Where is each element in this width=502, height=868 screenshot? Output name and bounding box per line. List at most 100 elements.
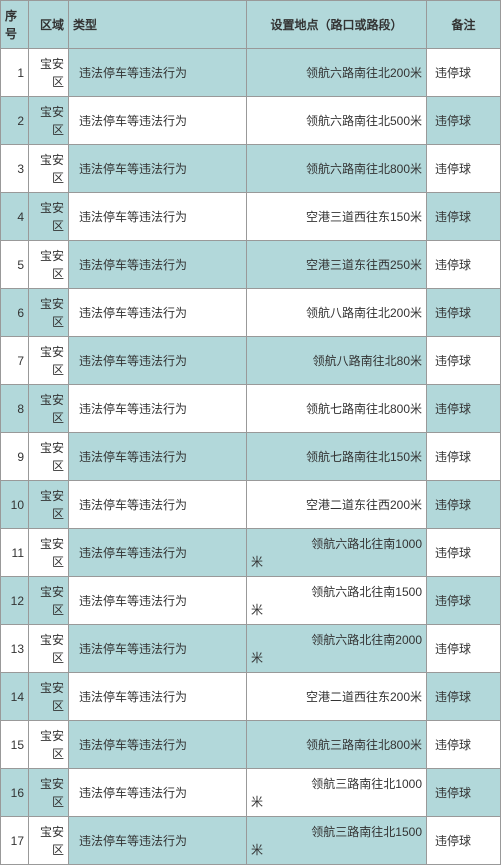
cell-region: 宝安区: [29, 193, 69, 241]
cell-type: 违法停车等违法行为: [69, 385, 247, 433]
cell-type: 违法停车等违法行为: [69, 193, 247, 241]
cell-remark: 违停球: [427, 529, 501, 577]
table-row: 15宝安区违法停车等违法行为领航三路南往北800米违停球: [1, 721, 501, 769]
cell-region: 宝安区: [29, 385, 69, 433]
cell-type: 违法停车等违法行为: [69, 625, 247, 673]
location-line2: 米: [251, 841, 422, 859]
header-location: 设置地点（路口或路段）: [247, 1, 427, 49]
cell-location: 领航八路南往北200米: [247, 289, 427, 337]
location-line2: 米: [251, 793, 422, 811]
cell-remark: 违停球: [427, 49, 501, 97]
table-row: 11宝安区违法停车等违法行为领航六路北往南1000米违停球: [1, 529, 501, 577]
cell-location: 领航三路南往北1000米: [247, 769, 427, 817]
cell-remark: 违停球: [427, 817, 501, 865]
cell-type: 违法停车等违法行为: [69, 481, 247, 529]
cell-region: 宝安区: [29, 625, 69, 673]
table-row: 10宝安区违法停车等违法行为空港二道东往西200米违停球: [1, 481, 501, 529]
cell-seq: 8: [1, 385, 29, 433]
cell-remark: 违停球: [427, 97, 501, 145]
location-line1: 领航六路北往南2000: [251, 631, 422, 649]
cell-location: 领航六路南往北500米: [247, 97, 427, 145]
cell-location: 领航六路北往南2000米: [247, 625, 427, 673]
cell-location: 领航七路南往北800米: [247, 385, 427, 433]
cell-region: 宝安区: [29, 337, 69, 385]
cell-remark: 违停球: [427, 193, 501, 241]
cell-location: 领航六路北往南1500米: [247, 577, 427, 625]
location-line1: 领航六路北往南1000: [251, 535, 422, 553]
cell-region: 宝安区: [29, 673, 69, 721]
cell-type: 违法停车等违法行为: [69, 673, 247, 721]
cell-location: 领航六路南往北200米: [247, 49, 427, 97]
cell-remark: 违停球: [427, 385, 501, 433]
cell-type: 违法停车等违法行为: [69, 769, 247, 817]
cell-remark: 违停球: [427, 625, 501, 673]
cell-seq: 10: [1, 481, 29, 529]
cell-remark: 违停球: [427, 433, 501, 481]
cell-remark: 违停球: [427, 289, 501, 337]
cell-region: 宝安区: [29, 769, 69, 817]
location-line2: 米: [251, 601, 422, 619]
table-body: 1宝安区违法停车等违法行为领航六路南往北200米违停球2宝安区违法停车等违法行为…: [1, 49, 501, 865]
cell-region: 宝安区: [29, 721, 69, 769]
data-table: 序号 区域 类型 设置地点（路口或路段） 备注 1宝安区违法停车等违法行为领航六…: [0, 0, 501, 865]
cell-location: 领航八路南往北80米: [247, 337, 427, 385]
table-row: 17宝安区违法停车等违法行为领航三路南往北1500米违停球: [1, 817, 501, 865]
cell-region: 宝安区: [29, 577, 69, 625]
cell-seq: 11: [1, 529, 29, 577]
cell-region: 宝安区: [29, 145, 69, 193]
cell-seq: 9: [1, 433, 29, 481]
cell-remark: 违停球: [427, 145, 501, 193]
header-seq: 序号: [1, 1, 29, 49]
cell-type: 违法停车等违法行为: [69, 145, 247, 193]
cell-seq: 3: [1, 145, 29, 193]
table-row: 3宝安区违法停车等违法行为领航六路南往北800米违停球: [1, 145, 501, 193]
table-row: 16宝安区违法停车等违法行为领航三路南往北1000米违停球: [1, 769, 501, 817]
table-row: 6宝安区违法停车等违法行为领航八路南往北200米违停球: [1, 289, 501, 337]
cell-remark: 违停球: [427, 577, 501, 625]
cell-seq: 17: [1, 817, 29, 865]
cell-type: 违法停车等违法行为: [69, 577, 247, 625]
table-row: 14宝安区违法停车等违法行为空港二道西往东200米违停球: [1, 673, 501, 721]
location-line1: 领航三路南往北1500: [251, 823, 422, 841]
cell-location: 领航六路南往北800米: [247, 145, 427, 193]
cell-location: 空港二道西往东200米: [247, 673, 427, 721]
cell-seq: 7: [1, 337, 29, 385]
cell-location: 领航六路北往南1000米: [247, 529, 427, 577]
cell-seq: 13: [1, 625, 29, 673]
table-row: 12宝安区违法停车等违法行为领航六路北往南1500米违停球: [1, 577, 501, 625]
header-region: 区域: [29, 1, 69, 49]
location-line2: 米: [251, 649, 422, 667]
cell-type: 违法停车等违法行为: [69, 817, 247, 865]
cell-type: 违法停车等违法行为: [69, 433, 247, 481]
cell-location: 领航三路南往北1500米: [247, 817, 427, 865]
table-row: 4宝安区违法停车等违法行为空港三道西往东150米违停球: [1, 193, 501, 241]
cell-seq: 1: [1, 49, 29, 97]
cell-seq: 5: [1, 241, 29, 289]
location-line1: 领航三路南往北1000: [251, 775, 422, 793]
cell-seq: 4: [1, 193, 29, 241]
cell-region: 宝安区: [29, 241, 69, 289]
cell-remark: 违停球: [427, 241, 501, 289]
cell-type: 违法停车等违法行为: [69, 529, 247, 577]
table-row: 1宝安区违法停车等违法行为领航六路南往北200米违停球: [1, 49, 501, 97]
cell-region: 宝安区: [29, 433, 69, 481]
cell-remark: 违停球: [427, 721, 501, 769]
cell-type: 违法停车等违法行为: [69, 241, 247, 289]
location-line1: 领航六路北往南1500: [251, 583, 422, 601]
cell-type: 违法停车等违法行为: [69, 97, 247, 145]
cell-type: 违法停车等违法行为: [69, 289, 247, 337]
cell-seq: 15: [1, 721, 29, 769]
header-type: 类型: [69, 1, 247, 49]
cell-seq: 6: [1, 289, 29, 337]
table-row: 9宝安区违法停车等违法行为领航七路南往北150米违停球: [1, 433, 501, 481]
cell-location: 空港三道西往东150米: [247, 193, 427, 241]
cell-remark: 违停球: [427, 337, 501, 385]
cell-region: 宝安区: [29, 481, 69, 529]
cell-type: 违法停车等违法行为: [69, 721, 247, 769]
cell-region: 宝安区: [29, 97, 69, 145]
cell-seq: 16: [1, 769, 29, 817]
cell-region: 宝安区: [29, 817, 69, 865]
cell-type: 违法停车等违法行为: [69, 49, 247, 97]
cell-seq: 14: [1, 673, 29, 721]
cell-remark: 违停球: [427, 673, 501, 721]
